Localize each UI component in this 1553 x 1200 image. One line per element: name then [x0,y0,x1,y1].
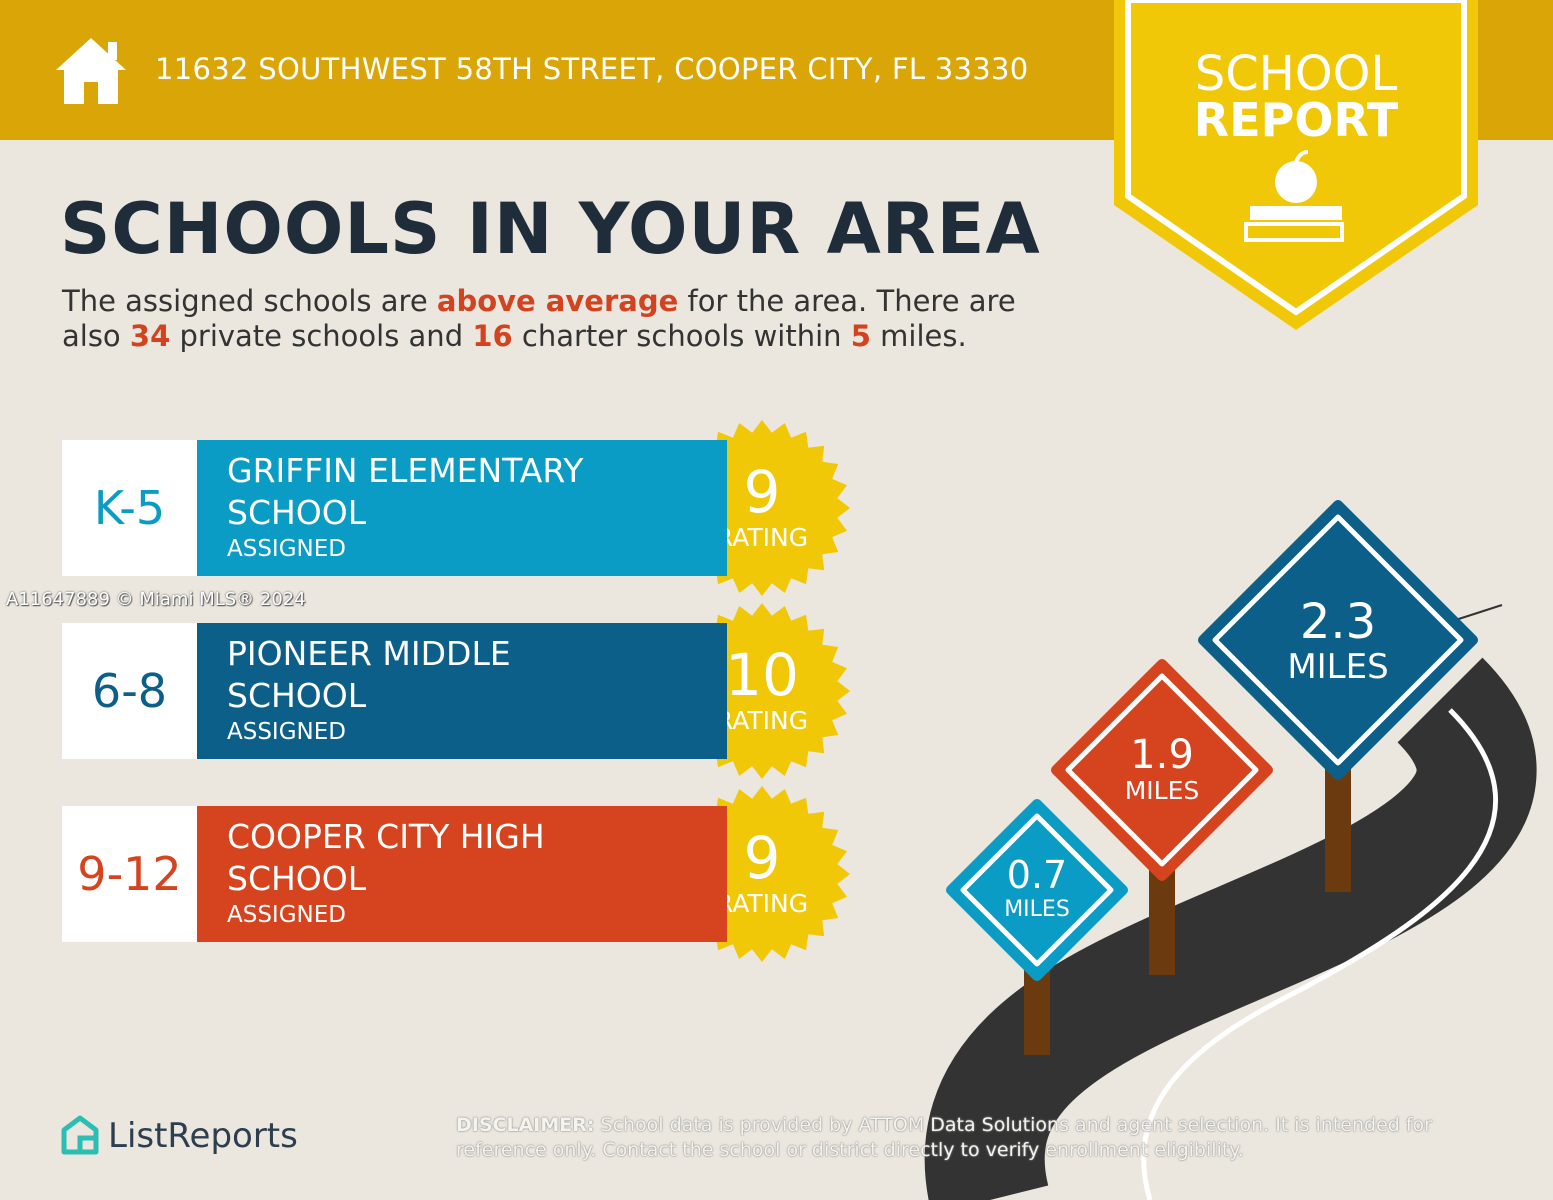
school-name: COOPER CITY HIGH SCHOOL [227,816,545,900]
school-name-line: SCHOOL [227,493,367,532]
watermark: A11647889 © Miami MLS® 2024 [6,589,306,610]
school-status: ASSIGNED [227,719,346,745]
road [924,657,1537,1200]
school-status: ASSIGNED [227,536,346,562]
road-line [1141,708,1499,1200]
report-badge: SCHOOL REPORT [1114,0,1478,330]
sign-distance: 1.9 [1130,732,1194,778]
intro-highlight: 34 [129,319,171,353]
rating-value: 9 [744,824,781,892]
intro-text: miles. [870,319,967,353]
sign-board [1198,500,1478,780]
sign-unit: MILES [1004,897,1070,922]
sign-border [1212,514,1464,766]
intro-text: The assigned schools are [62,284,437,318]
intro-text: for the area. There are also [62,284,1016,353]
logo-text: ListReports [108,1116,298,1156]
school-name: GRIFFIN ELEMENTARY SCHOOL [227,450,583,534]
sign-board [1051,659,1273,881]
disclaimer-label: DISCLAIMER: [456,1114,595,1136]
sign-distance: 2.3 [1300,594,1376,650]
disclaimer-text: School data is provided by ATTOM Data So… [456,1114,1432,1161]
intro-text: private schools and [170,319,473,353]
sign-board [946,799,1128,981]
rating-value: 10 [725,641,799,709]
school-name-line: SCHOOL [227,676,367,715]
school-bar [197,806,727,942]
logo-icon [61,1115,99,1155]
grade-box: 6-8 [62,623,197,759]
school-name-line: SCHOOL [227,859,367,898]
intro-highlight: 16 [472,319,513,353]
rating-label: RATING [716,889,808,918]
disclaimer: DISCLAIMER: School data is provided by A… [456,1113,1476,1163]
heading: SCHOOLS IN YOUR AREA [60,188,1041,270]
badge-line: REPORT [1194,93,1399,147]
rating-value: 9 [744,458,781,526]
intro-text: charter schools within [512,319,851,353]
school-name: PIONEER MIDDLE SCHOOL [227,633,511,717]
school-name-line: PIONEER MIDDLE [227,634,511,673]
intro: The assigned schools are above average f… [62,284,1082,354]
sign-border [1065,673,1259,867]
grade-box: 9-12 [62,806,197,942]
intro-highlight: 5 [850,319,871,353]
address: 11632 SOUTHWEST 58TH STREET, COOPER CITY… [155,52,1029,86]
sign-distance: 0.7 [1007,853,1067,897]
grade-box: K-5 [62,440,197,576]
sign-border [960,813,1114,967]
school-bar [197,623,727,759]
school-status: ASSIGNED [227,902,346,928]
badge-line: SCHOOL [1195,46,1398,102]
school-bar [197,440,727,576]
school-name-line: GRIFFIN ELEMENTARY [227,451,584,490]
intro-highlight: above average [436,284,679,318]
sign-unit: MILES [1287,647,1388,687]
sign-unit: MILES [1125,776,1200,805]
school-name-line: COOPER CITY HIGH [227,817,545,856]
rating-label: RATING [716,523,808,552]
rating-label: RATING [716,706,808,735]
home-icon [56,38,126,104]
